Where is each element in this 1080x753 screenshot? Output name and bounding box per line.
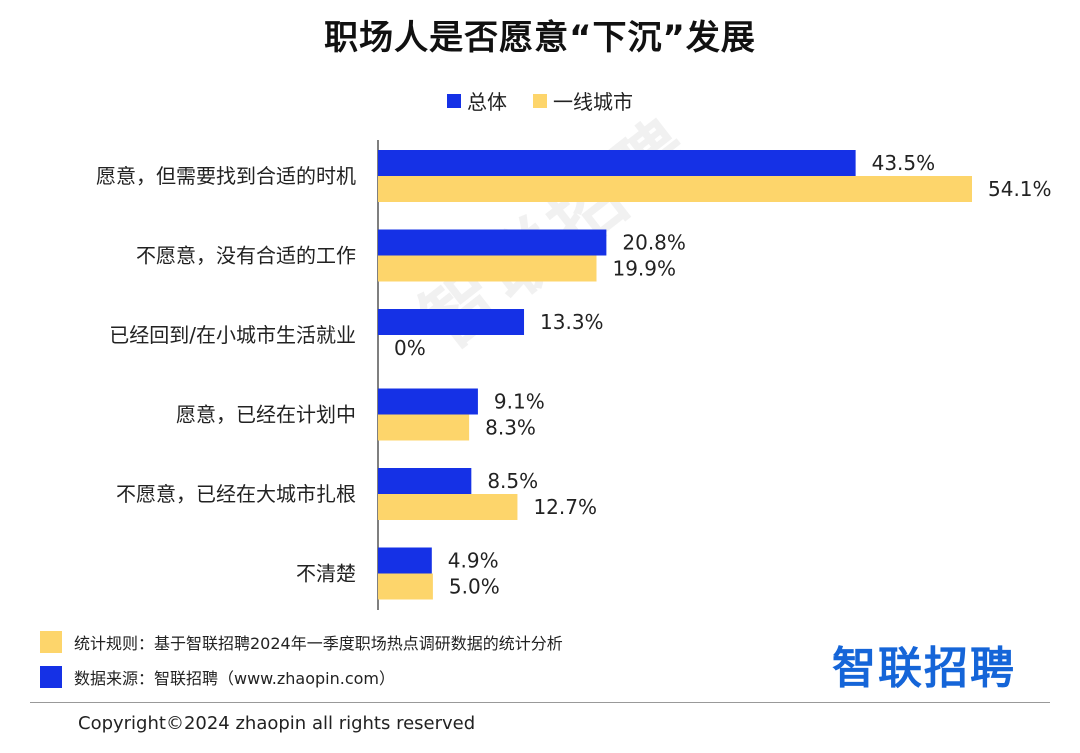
bar-tier1 — [378, 176, 972, 202]
copyright-text: Copyright©2024 zhaopin all rights reserv… — [78, 713, 476, 734]
legend-swatch-overall — [447, 93, 461, 108]
value-label-overall: 4.9% — [448, 549, 499, 573]
footnote-rule: 统计规则：基于智联招聘2024年一季度职场热点调研数据的统计分析 — [40, 630, 563, 654]
value-label-overall: 13.3% — [540, 310, 604, 334]
legend-item-tier1: 一线城市 — [533, 86, 633, 115]
bar-overall — [378, 229, 607, 256]
value-label-tier1: 5.0% — [449, 575, 500, 599]
footer-divider — [30, 702, 1050, 703]
legend-swatch-tier1 — [533, 93, 547, 108]
brand-logo: 智联招聘 — [832, 643, 1016, 694]
value-label-overall: 43.5% — [872, 151, 936, 175]
legend-label-overall: 总体 — [467, 90, 507, 114]
bar-tier1 — [378, 494, 518, 520]
chart-legend: 总体 一线城市 — [0, 86, 1080, 115]
value-label-tier1: 54.1% — [988, 177, 1052, 201]
bar-overall — [378, 309, 525, 335]
bar-overall — [378, 150, 856, 176]
bar-overall — [378, 388, 478, 415]
value-label-tier1: 12.7% — [533, 495, 597, 519]
bar-overall — [378, 468, 472, 494]
category-label: 已经回到/在小城市生活就业 — [109, 323, 356, 347]
chart-title: 职场人是否愿意“下沉”发展 — [324, 18, 756, 58]
legend-label-tier1: 一线城市 — [553, 90, 633, 114]
footnote-source-text: 数据来源：智联招聘（www.zhaopin.com） — [74, 669, 396, 688]
bar-tier1 — [378, 255, 597, 282]
category-label: 不愿意，已经在大城市扎根 — [116, 482, 356, 506]
bar-overall — [378, 547, 432, 574]
value-label-overall: 20.8% — [622, 231, 686, 255]
value-label-tier1: 8.3% — [485, 416, 536, 440]
footnote-rule-text: 统计规则：基于智联招聘2024年一季度职场热点调研数据的统计分析 — [74, 634, 563, 653]
bar-tier1 — [378, 573, 433, 600]
value-label-overall: 9.1% — [494, 390, 545, 414]
category-label: 不清楚 — [296, 562, 356, 586]
bar-tier1 — [378, 414, 470, 441]
category-label: 不愿意，没有合适的工作 — [136, 244, 356, 268]
value-label-tier1: 0% — [394, 336, 426, 360]
value-label-overall: 8.5% — [487, 469, 538, 493]
category-label: 愿意，已经在计划中 — [176, 403, 356, 427]
category-label: 愿意，但需要找到合适的时机 — [96, 164, 356, 188]
bar-chart: 愿意，但需要找到合适的时机43.5%54.1%不愿意，没有合适的工作20.8%1… — [96, 140, 1052, 610]
value-label-tier1: 19.9% — [612, 257, 676, 281]
footnote-source-square — [40, 666, 62, 688]
footnote-rule-square — [40, 631, 62, 653]
footnote-source: 数据来源：智联招聘（www.zhaopin.com） — [40, 665, 395, 689]
legend-item-overall: 总体 — [447, 86, 507, 115]
